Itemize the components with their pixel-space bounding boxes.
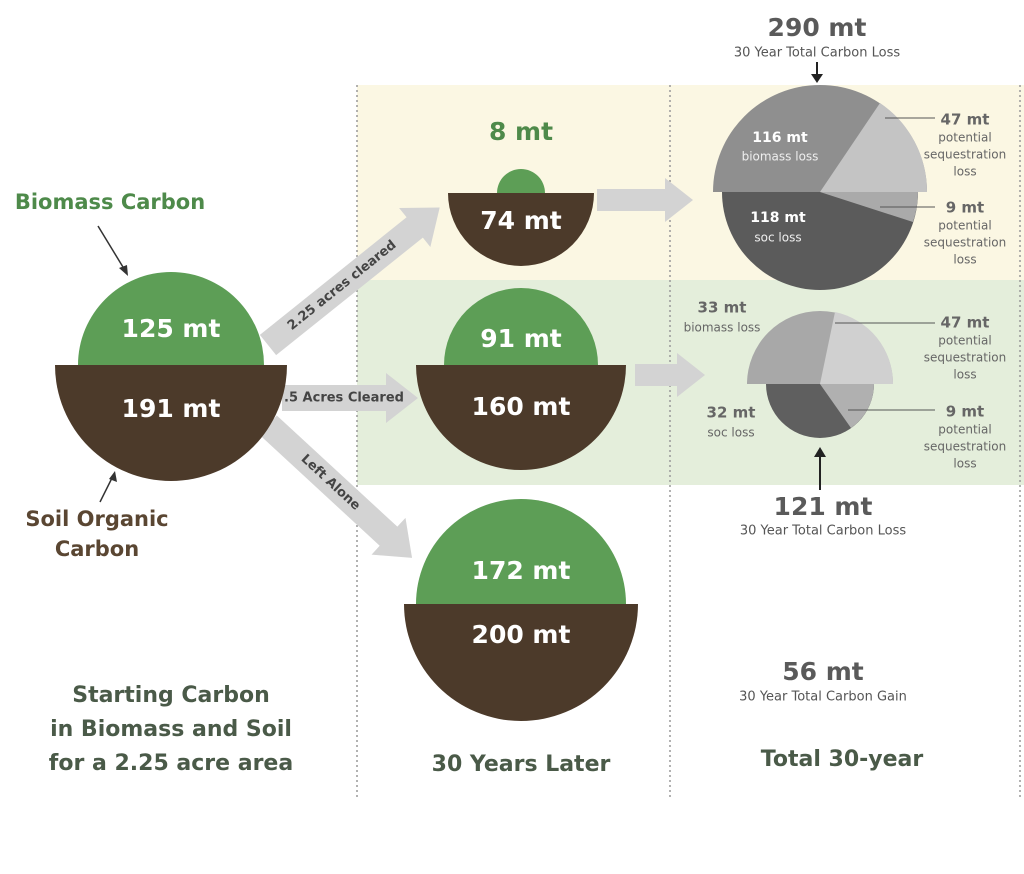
arrow-shape [259,415,413,558]
pointer-head [811,74,823,83]
caption: in Biomass and Soil [50,717,292,742]
soil-value: 74 mt [480,206,562,235]
pie-slice [820,312,894,384]
pointer-head [119,265,128,276]
total-label: 30 Year Total Carbon Loss [740,524,907,539]
biomass-semicircle [444,288,598,365]
biomass-value: 91 mt [480,324,562,353]
biomass-label: Biomass Carbon [15,190,205,214]
total-value: 121 mt [774,492,873,521]
pie-label: potential [938,219,991,233]
pie-label: loss [953,253,976,267]
pie-label: soc loss [754,231,801,245]
arrow-shape [635,353,705,397]
soil-semicircle [55,365,287,481]
pie-slice [722,192,918,290]
biomass-semicircle [497,169,545,193]
soil-value: 200 mt [472,620,571,649]
path-label: .5 Acres Cleared [284,391,404,406]
soil-semicircle [416,365,626,470]
pie-label: sequestration [924,148,1006,162]
pie-label: loss [953,368,976,382]
soil-label: Soil Organic [25,507,168,531]
pie-label: potential [938,423,991,437]
pointer-head [109,471,117,482]
pie-label: biomass loss [742,150,819,164]
pointer [99,475,114,503]
arrow-shape [282,373,418,423]
caption: 30 Years Later [432,752,611,777]
soil-label: Carbon [55,537,139,561]
pie-value: 118 mt [750,210,806,226]
caption: Total 30-year [761,747,924,772]
pointer [97,225,127,273]
pie-value: 9 mt [946,199,984,217]
biomass-value: 172 mt [472,556,571,585]
pie-slice [820,384,874,428]
soil-semicircle [448,193,594,266]
pie-label: sequestration [924,236,1006,250]
pointer-head [814,447,826,457]
pie-label: potential [938,334,991,348]
pie-label: loss [953,457,976,471]
pie-value: 32 mt [707,404,756,422]
total-value: 290 mt [768,13,867,42]
biomass-semicircle [416,499,626,604]
pie-label: soc loss [707,426,754,440]
arrow-shape [597,178,693,222]
pie-value: 9 mt [946,403,984,421]
pie-label: potential [938,131,991,145]
caption: Starting Carbon [72,683,270,708]
arrow-shape [259,207,440,356]
biomass-semicircle [78,272,264,365]
caption: for a 2.25 acre area [49,751,293,776]
arrow: .5 Acres Cleared [282,373,418,423]
pie-label: biomass loss [684,321,761,335]
total-label: 30 Year Total Carbon Loss [734,46,901,61]
pie-value: 47 mt [941,314,990,332]
pie-label: loss [953,165,976,179]
pie-value: 47 mt [941,111,990,129]
soil-value: 160 mt [472,392,571,421]
biomass-value: 125 mt [122,314,221,343]
path-label: Left Alone [298,452,363,514]
pie-slice [820,192,918,222]
pie-label: sequestration [924,440,1006,454]
pie-value: 33 mt [698,299,747,317]
total-value: 56 mt [782,657,864,686]
soil-value: 191 mt [122,394,221,423]
pie-value: 116 mt [752,130,808,146]
pie-label: sequestration [924,351,1006,365]
soil-semicircle [404,604,638,721]
biomass-value: 8 mt [489,117,553,146]
total-label: 30 Year Total Carbon Gain [739,690,907,705]
pie-slice [820,103,928,192]
